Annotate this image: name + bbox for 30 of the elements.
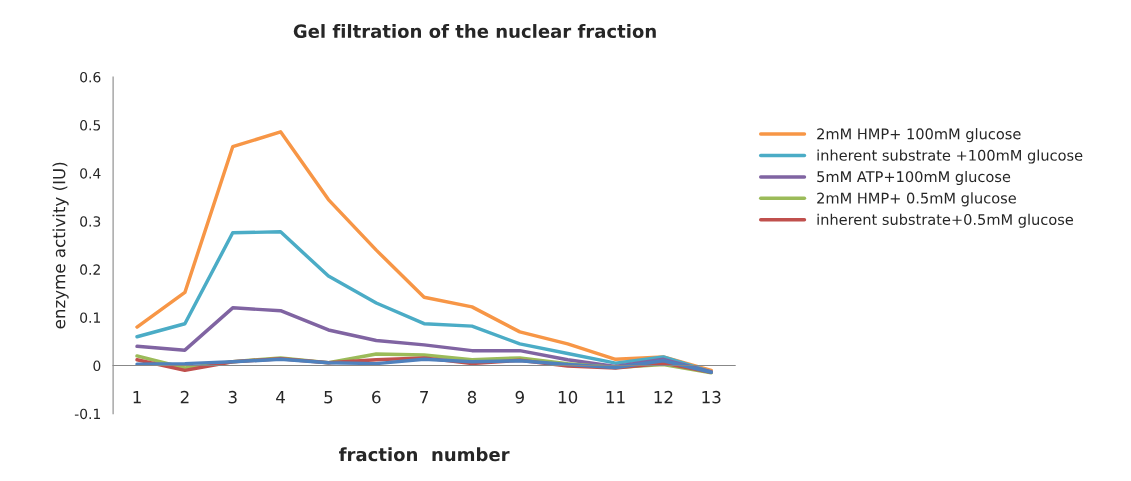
- x-tick-label: 9: [515, 390, 524, 404]
- chart-title: Gel filtration of the nuclear fraction: [293, 24, 656, 39]
- x-axis-title: fraction number: [339, 447, 510, 462]
- y-tick-label: 0.1: [80, 312, 101, 323]
- x-tick-label: 13: [702, 390, 721, 404]
- x-tick-label: 5: [324, 391, 333, 404]
- x-tick-label: 1: [133, 391, 141, 404]
- x-tick-label: 7: [420, 391, 428, 404]
- x-tick-label: 12: [654, 390, 673, 404]
- x-tick-label: 3: [228, 390, 237, 404]
- y-tick-label: -0.1: [74, 408, 101, 420]
- legend-label: inherent substrate +100mM glucose: [817, 149, 1083, 164]
- x-tick-label: 8: [467, 390, 477, 404]
- x-tick-label: 10: [558, 390, 578, 404]
- legend-label: 5mM ATP+100mM glucose: [817, 170, 1011, 186]
- y-tick-label: 0.4: [80, 168, 101, 179]
- y-tick-label: 0.6: [80, 71, 101, 83]
- y-tick-label: 0: [93, 360, 101, 372]
- y-tick-label: 0.2: [80, 264, 100, 275]
- line-series: [135, 130, 713, 373]
- x-tick-label: 11: [606, 391, 625, 404]
- y-tick-label: 0.5: [80, 120, 101, 131]
- y-tick-label: 0.3: [80, 216, 101, 227]
- x-tick-label: 6: [372, 390, 381, 404]
- y-axis-title: enzyme activity (IU): [52, 162, 69, 329]
- legend-label: 2mM HMP+ 0.5mM glucose: [817, 192, 1016, 207]
- legend-label: 2mM HMP+ 100mM glucose: [817, 128, 1021, 143]
- x-tick-label: 4: [276, 391, 285, 404]
- x-tick-label: 2: [180, 390, 189, 404]
- legend-label: inherent substrate+0.5mM glucose: [817, 213, 1074, 228]
